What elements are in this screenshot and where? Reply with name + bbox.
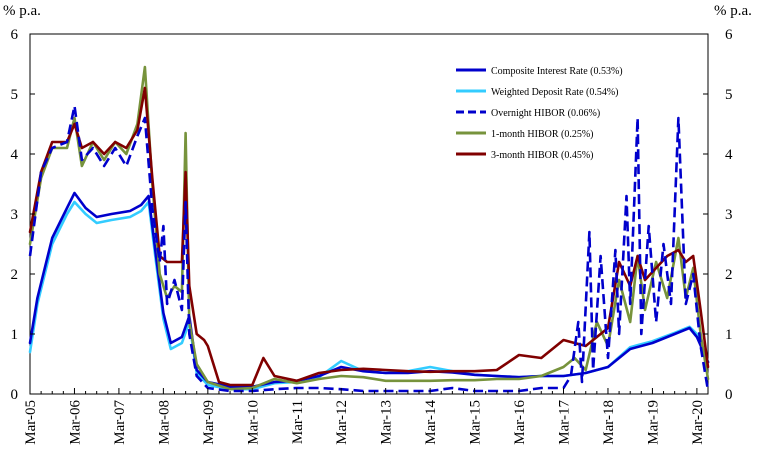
y-tick-label-right: 6 [725, 27, 733, 43]
y-tick-label-right: 3 [725, 207, 733, 223]
legend-label-3: 1-month HIBOR (0.25%) [491, 129, 594, 140]
series-line-3 [28, 65, 710, 391]
y-tick-label-right: 2 [725, 267, 733, 283]
x-axis: Mar-05 Mar-06 Mar-07 Mar-08 Mar-09 Mar-10 Mar-… [23, 388, 709, 445]
y-tick-label-left: 4 [11, 147, 19, 163]
y-tick-label-left: 2 [11, 267, 19, 283]
y-tick-label-left: 5 [11, 87, 19, 103]
y-tick-label-left: 1 [11, 327, 19, 343]
y-tick-label-right: 4 [725, 147, 733, 163]
x-tick-label: Mar-19 [645, 400, 661, 445]
x-tick-label: Mar-13 [379, 400, 395, 445]
x-tick-label: Mar-12 [334, 400, 350, 445]
x-tick-label: Mar-06 [67, 400, 83, 445]
y-tick-label-right: 5 [725, 87, 733, 103]
series-line-1 [28, 200, 710, 391]
left-y-axis: 0 1 2 3 4 5 6 [11, 27, 35, 403]
left-unit-label: % p.a. [3, 3, 41, 19]
x-tick-label: Mar-17 [557, 400, 573, 445]
series-line-4 [28, 86, 710, 387]
x-tick-label: Mar-14 [423, 400, 439, 445]
series-line-2 [28, 104, 710, 393]
series-line-0 [28, 191, 710, 389]
x-tick-label: Mar-08 [156, 400, 172, 445]
x-tick-label: Mar-18 [601, 400, 617, 445]
y-tick-label-right: 1 [725, 327, 733, 343]
x-tick-label: Mar-15 [468, 400, 484, 445]
x-tick-label: Mar-05 [23, 400, 39, 445]
x-tick-label: Mar-11 [290, 400, 306, 444]
x-tick-label: Mar-07 [112, 400, 128, 445]
x-tick-label: Mar-20 [690, 400, 706, 445]
right-y-axis: 0 1 2 3 4 5 6 [703, 27, 733, 403]
series-layer [28, 65, 710, 393]
legend: Composite Interest Rate (0.53%) Weighted … [456, 66, 623, 161]
legend-label-2: Overnight HIBOR (0.06%) [491, 108, 600, 119]
right-unit-label: % p.a. [714, 3, 752, 19]
legend-label-1: Weighted Deposit Rate (0.54%) [491, 87, 619, 98]
x-tick-label: Mar-09 [201, 400, 217, 445]
y-tick-label-left: 0 [11, 387, 19, 403]
y-tick-label-right: 0 [725, 387, 733, 403]
legend-label-0: Composite Interest Rate (0.53%) [491, 66, 623, 77]
y-tick-label-left: 6 [11, 27, 19, 43]
legend-label-4: 3-month HIBOR (0.45%) [491, 150, 594, 161]
x-tick-label: Mar-16 [512, 400, 528, 445]
x-tick-label: Mar-10 [245, 400, 261, 445]
y-tick-label-left: 3 [11, 207, 19, 223]
